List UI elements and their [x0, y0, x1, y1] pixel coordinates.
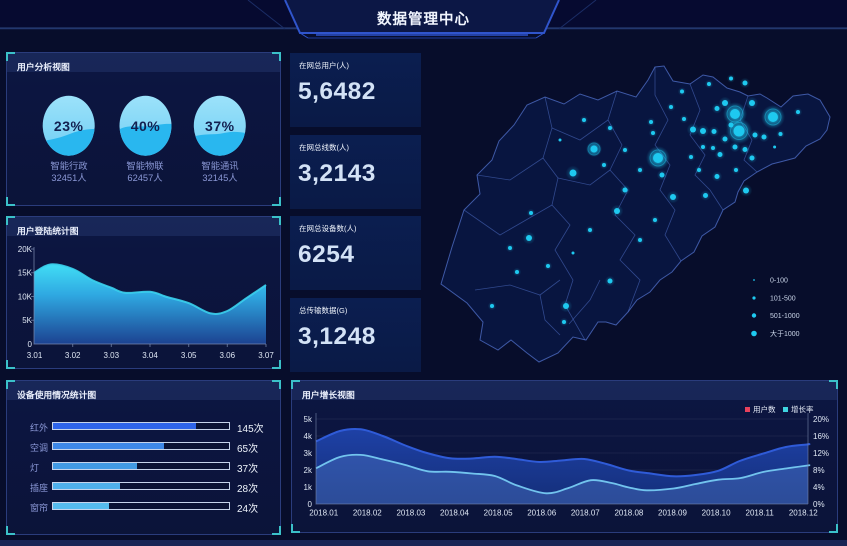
svg-text:2018.11: 2018.11: [746, 509, 775, 518]
svg-text:2018.06: 2018.06: [527, 509, 556, 518]
svg-text:2018.08: 2018.08: [614, 509, 643, 518]
svg-text:3.05: 3.05: [181, 351, 197, 360]
svg-text:501-1000: 501-1000: [770, 313, 800, 320]
svg-text:2018.09: 2018.09: [658, 509, 687, 518]
svg-text:用户数: 用户数: [753, 404, 776, 414]
svg-text:10K: 10K: [18, 293, 33, 302]
svg-text:3.03: 3.03: [104, 351, 120, 360]
svg-text:37%: 37%: [205, 118, 235, 134]
svg-text:2k: 2k: [304, 466, 313, 475]
svg-text:1k: 1k: [304, 483, 313, 492]
svg-text:2018.04: 2018.04: [440, 509, 469, 518]
svg-text:4k: 4k: [304, 432, 313, 441]
svg-text:2018.12: 2018.12: [789, 509, 818, 518]
svg-text:3.07: 3.07: [258, 351, 274, 360]
svg-text:2018.10: 2018.10: [702, 509, 731, 518]
svg-text:20K: 20K: [18, 245, 33, 254]
svg-text:40%: 40%: [131, 118, 161, 134]
svg-text:12%: 12%: [813, 449, 829, 458]
svg-text:2018.03: 2018.03: [396, 509, 425, 518]
svg-text:2018.07: 2018.07: [571, 509, 600, 518]
svg-text:0: 0: [28, 340, 33, 349]
svg-text:5K: 5K: [22, 316, 32, 325]
svg-text:0%: 0%: [813, 500, 825, 509]
svg-text:5k: 5k: [304, 415, 313, 424]
svg-text:3.01: 3.01: [27, 351, 43, 360]
svg-text:3k: 3k: [304, 449, 313, 458]
svg-text:3.02: 3.02: [65, 351, 81, 360]
svg-text:101-500: 101-500: [770, 296, 796, 303]
svg-text:16%: 16%: [813, 432, 829, 441]
svg-text:0: 0: [308, 500, 313, 509]
svg-text:2018.02: 2018.02: [353, 509, 382, 518]
svg-text:20%: 20%: [813, 415, 829, 424]
svg-text:0-100: 0-100: [770, 278, 788, 285]
svg-text:4%: 4%: [813, 483, 825, 492]
svg-text:2018.05: 2018.05: [484, 509, 513, 518]
svg-text:23%: 23%: [54, 118, 84, 134]
svg-text:3.04: 3.04: [142, 351, 158, 360]
svg-text:2018.01: 2018.01: [309, 509, 338, 518]
svg-text:15K: 15K: [18, 269, 33, 278]
svg-text:增长率: 增长率: [791, 404, 814, 414]
svg-text:3.06: 3.06: [220, 351, 236, 360]
svg-text:8%: 8%: [813, 466, 825, 475]
svg-text:大于1000: 大于1000: [770, 329, 800, 338]
